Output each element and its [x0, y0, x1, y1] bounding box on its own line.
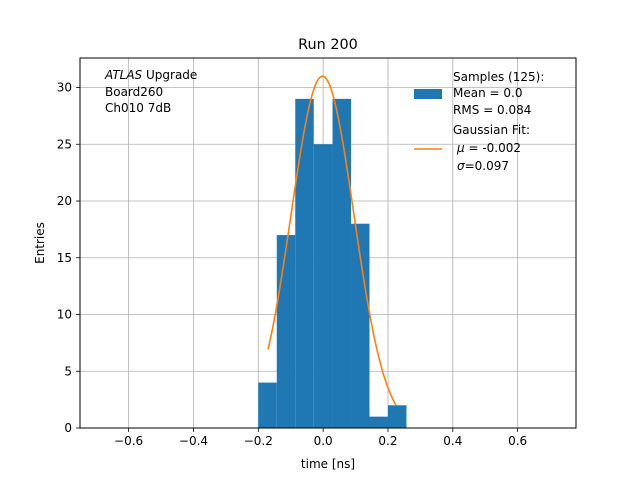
- legend: Samples (125): Mean = 0.0 RMS = 0.084 Ga…: [414, 70, 544, 173]
- x-tick-label-3: 0.0: [314, 434, 333, 448]
- gaussian-fit-curve: [267, 75, 397, 406]
- y-tick-label-5: 25: [57, 137, 72, 151]
- histogram-bar-5: [351, 223, 370, 428]
- mu-value: = -0.002: [465, 141, 521, 155]
- x-tick-label-1: −0.4: [179, 434, 208, 448]
- annotation-line-3: Ch010 7dB: [105, 101, 171, 115]
- x-tick-label-4: 0.2: [378, 434, 397, 448]
- sigma-value: =0.097: [465, 159, 509, 173]
- x-tick-label-6: 0.6: [508, 434, 527, 448]
- histogram-bar-3: [313, 144, 333, 428]
- x-axis-label: time [ns]: [301, 457, 355, 471]
- y-axis-label: Entries: [33, 222, 47, 264]
- histogram-bar-1: [276, 235, 296, 428]
- x-tick-label-0: −0.6: [114, 434, 143, 448]
- histogram-bar-7: [387, 405, 407, 428]
- y-tick-label-0: 0: [64, 421, 72, 435]
- annotation-upgrade: Upgrade: [142, 68, 197, 82]
- histogram-bar-0: [258, 382, 277, 428]
- y-tick-label-2: 10: [57, 308, 72, 322]
- annotation: ATLAS Upgrade Board260 Ch010 7dB: [104, 68, 197, 115]
- y-tick-label-1: 5: [64, 364, 72, 378]
- y-tick-label-3: 15: [57, 251, 72, 265]
- legend-fit-label: Gaussian Fit:: [453, 123, 530, 137]
- legend-samples-mean: Mean = 0.0: [453, 86, 522, 100]
- x-tick-label-5: 0.4: [443, 434, 462, 448]
- histogram-bar-4: [332, 98, 352, 429]
- y-axis-ticks: 0 5 10 15 20 25 30: [57, 81, 80, 435]
- chart-title: Run 200: [298, 37, 358, 53]
- annotation-atlas: ATLAS: [104, 68, 143, 82]
- y-tick-label-4: 20: [57, 194, 72, 208]
- x-axis-ticks: −0.6 −0.4 −0.2 0.0 0.2 0.4 0.6: [114, 428, 527, 448]
- x-tick-label-2: −0.2: [244, 434, 273, 448]
- plot-frame: [79, 57, 577, 429]
- histogram-bar-6: [369, 416, 388, 428]
- legend-fit-mu: μ = -0.002: [456, 141, 521, 155]
- legend-samples-label: Samples (125):: [453, 70, 544, 84]
- histogram-bars: [258, 98, 407, 429]
- y-tick-label-6: 30: [57, 81, 72, 95]
- mu-symbol: μ: [456, 141, 465, 155]
- legend-samples-rms: RMS = 0.084: [453, 103, 531, 117]
- legend-samples-patch: [414, 89, 442, 99]
- annotation-line-2: Board260: [105, 85, 163, 99]
- sigma-symbol: σ: [457, 159, 465, 173]
- histogram-bar-2: [295, 98, 314, 429]
- legend-fit-sigma: σ=0.097: [457, 159, 509, 173]
- annotation-line-1: ATLAS Upgrade: [104, 68, 197, 82]
